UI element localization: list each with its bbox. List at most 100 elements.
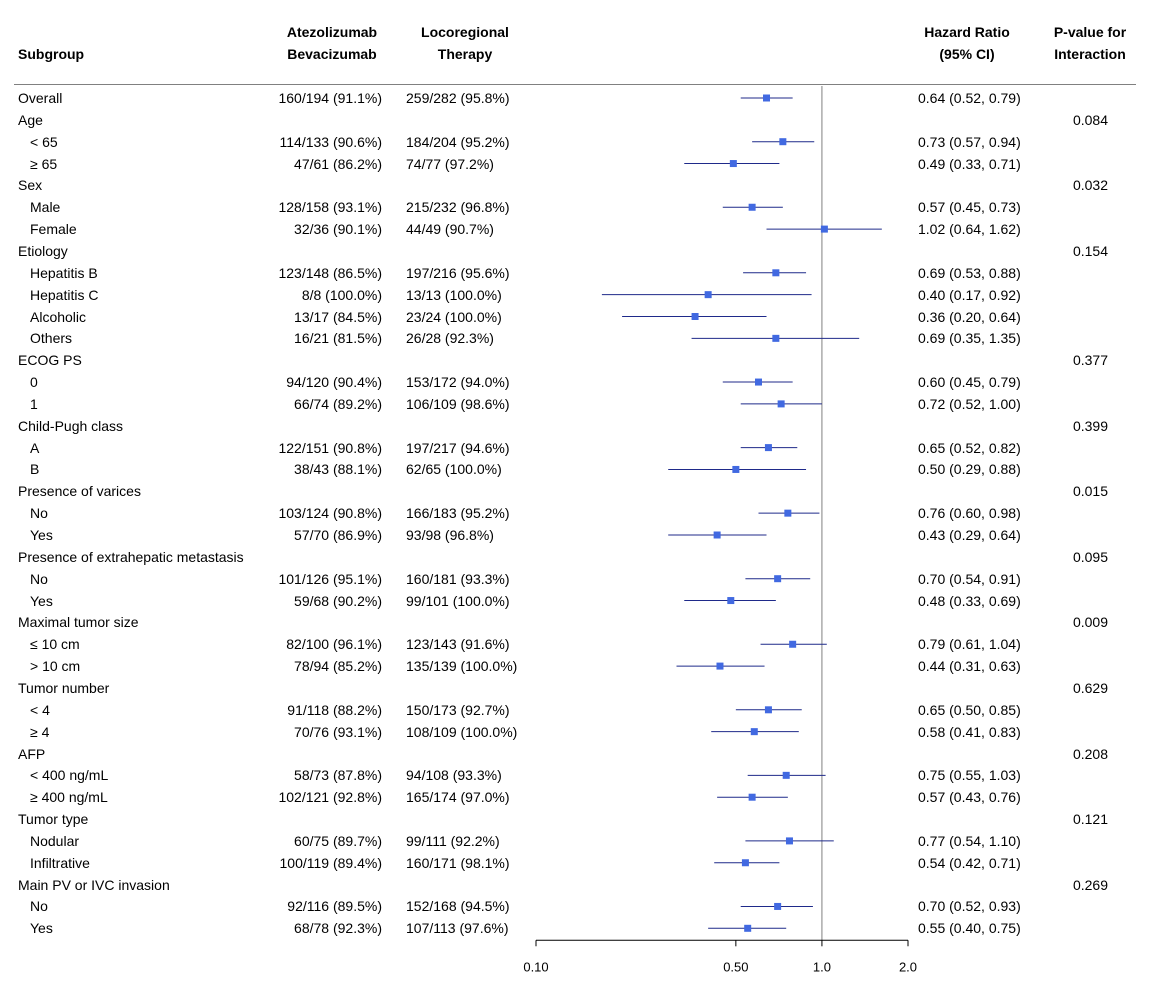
subgroup-label: Tumor number bbox=[18, 679, 110, 696]
hr-point-marker bbox=[777, 400, 785, 408]
subgroup-header-row: Child-Pugh class 0.399 bbox=[0, 415, 1154, 437]
locoregional-count: 259/282 (95.8%) bbox=[406, 90, 510, 106]
subgroup-label: B bbox=[30, 461, 40, 478]
subgroup-header-row: Etiology 0.154 bbox=[0, 240, 1154, 262]
subgroup-label: Tumor type bbox=[18, 811, 89, 828]
header-atezolizumab-line1: Atezolizumab bbox=[286, 24, 378, 40]
hazard-ratio-text: 0.48 (0.33, 0.69) bbox=[918, 592, 1021, 609]
hazard-ratio-text: 0.60 (0.45, 0.79) bbox=[918, 374, 1021, 391]
subgroup-label: Maximal tumor size bbox=[18, 614, 139, 631]
header-locoregional-line1: Locoregional bbox=[421, 24, 509, 40]
subgroup-label: Yes bbox=[30, 592, 53, 609]
atezolizumab-count: 114/133 (90.6%) bbox=[279, 133, 382, 150]
table-row: B 38/43 (88.1%) 62/65 (100.0%) 0.50 (0.29, … bbox=[0, 458, 1154, 480]
atezolizumab-count: 8/8 (100.0%) bbox=[301, 286, 382, 303]
x-tick-label: 0.50 bbox=[723, 959, 748, 974]
locoregional-count: 135/139 (100.0%) bbox=[406, 658, 518, 675]
p-value-interaction: 0.015 bbox=[1072, 483, 1108, 500]
hr-point-marker bbox=[732, 465, 740, 473]
atezolizumab-count: 13/17 (84.5%) bbox=[294, 308, 382, 325]
hr-point-marker bbox=[785, 837, 793, 845]
p-value-interaction: 0.399 bbox=[1072, 417, 1108, 434]
hazard-ratio-text: 0.76 (0.60, 0.98) bbox=[918, 505, 1021, 522]
hazard-ratio-text: 0.40 (0.17, 0.92) bbox=[918, 286, 1021, 303]
hazard-ratio-text: 0.70 (0.54, 0.91) bbox=[918, 570, 1021, 587]
subgroup-label: < 65 bbox=[30, 133, 58, 150]
hr-point-marker bbox=[748, 793, 756, 801]
x-tick-label: 1.0 bbox=[813, 959, 831, 974]
hr-point-marker bbox=[744, 924, 752, 932]
p-value-interaction: 0.154 bbox=[1072, 242, 1108, 259]
subgroup-label: < 400 ng/mL bbox=[30, 767, 109, 784]
table-row: ≥ 65 47/61 (86.2%) 74/77 (97.2%) 0.49 (0.33… bbox=[0, 153, 1154, 175]
table-row: Infiltrative 100/119 (89.4%) 160/171 (98.1… bbox=[0, 852, 1154, 874]
subgroup-label: Hepatitis B bbox=[30, 264, 98, 281]
p-value-interaction: 0.377 bbox=[1072, 352, 1108, 369]
subgroup-label: Sex bbox=[18, 177, 43, 194]
atezolizumab-count: 68/78 (92.3%) bbox=[294, 920, 382, 937]
locoregional-count: 107/113 (97.6%) bbox=[406, 920, 509, 937]
hr-point-marker bbox=[779, 138, 787, 146]
hazard-ratio-text: 0.54 (0.42, 0.71) bbox=[918, 854, 1021, 871]
hr-point-marker bbox=[772, 269, 780, 277]
subgroup-label: Presence of extrahepatic metastasis bbox=[18, 548, 244, 565]
table-row: Overall 160/194 (91.1%) 259/282 (95.8%) 0.6… bbox=[0, 87, 1154, 109]
header-hazard-ratio: Hazard Ratio (95% CI) bbox=[902, 21, 1032, 65]
hr-point-marker bbox=[763, 94, 771, 102]
locoregional-count: 26/28 (92.3%) bbox=[406, 330, 494, 347]
header-locoregional: Locoregional Therapy bbox=[400, 21, 530, 65]
subgroup-label: ≥ 4 bbox=[30, 723, 50, 740]
hr-point-marker bbox=[789, 640, 797, 648]
table-row: Male 128/158 (93.1%) 215/232 (96.8%) 0.57 (… bbox=[0, 196, 1154, 218]
table-row: No 101/126 (95.1%) 160/181 (93.3%) 0.70 (0.… bbox=[0, 568, 1154, 590]
hazard-ratio-text: 0.43 (0.29, 0.64) bbox=[918, 527, 1021, 543]
table-row: Yes 68/78 (92.3%) 107/113 (97.6%) 0.55 (0.4… bbox=[0, 917, 1154, 939]
atezolizumab-count: 57/70 (86.9%) bbox=[294, 527, 382, 543]
hr-point-marker bbox=[691, 313, 699, 320]
subgroup-header-row: AFP 0.208 bbox=[0, 743, 1154, 765]
table-row: Nodular 60/75 (89.7%) 99/111 (92.2%) 0.77 (… bbox=[0, 830, 1154, 852]
locoregional-count: 74/77 (97.2%) bbox=[406, 155, 494, 172]
subgroup-label: Age bbox=[18, 111, 43, 128]
subgroup-label: AFP bbox=[18, 745, 46, 762]
table-row: Yes 59/68 (90.2%) 99/101 (100.0%) 0.48 (0.3… bbox=[0, 590, 1154, 612]
subgroup-label: Male bbox=[30, 199, 61, 216]
subgroup-header-row: Tumor number 0.629 bbox=[0, 677, 1154, 699]
hr-point-marker bbox=[704, 291, 712, 299]
hazard-ratio-text: 0.57 (0.45, 0.73) bbox=[918, 199, 1021, 216]
locoregional-count: 94/108 (93.3%) bbox=[406, 767, 502, 784]
atezolizumab-count: 78/94 (85.2%) bbox=[294, 658, 382, 675]
locoregional-count: 62/65 (100.0%) bbox=[406, 461, 502, 478]
hazard-ratio-text: 0.70 (0.52, 0.93) bbox=[918, 898, 1021, 915]
atezolizumab-count: 100/119 (89.4%) bbox=[279, 854, 382, 871]
subgroup-header-row: Presence of varices 0.015 bbox=[0, 480, 1154, 502]
hazard-ratio-text: 0.57 (0.43, 0.76) bbox=[918, 789, 1021, 806]
hr-point-marker bbox=[774, 575, 782, 583]
locoregional-count: 197/216 (95.6%) bbox=[406, 264, 510, 281]
hr-point-marker bbox=[772, 334, 780, 342]
subgroup-label: < 4 bbox=[30, 701, 50, 718]
subgroup-header-row: Maximal tumor size 0.009 bbox=[0, 611, 1154, 633]
hazard-ratio-text: 0.64 (0.52, 0.79) bbox=[918, 90, 1021, 106]
table-row: Female 32/36 (90.1%) 44/49 (90.7%) 1.02 (0.… bbox=[0, 218, 1154, 240]
p-value-interaction: 0.084 bbox=[1072, 111, 1108, 128]
hr-point-marker bbox=[784, 509, 792, 517]
hr-point-marker bbox=[764, 706, 772, 714]
subgroup-label: Hepatitis C bbox=[30, 286, 99, 303]
locoregional-count: 166/183 (95.2%) bbox=[406, 505, 510, 522]
hazard-ratio-text: 0.77 (0.54, 1.10) bbox=[918, 832, 1021, 849]
header-p-value-line2: Interaction bbox=[1054, 46, 1126, 62]
atezolizumab-count: 16/21 (81.5%) bbox=[294, 330, 382, 347]
hr-point-marker bbox=[782, 771, 790, 779]
hazard-ratio-text: 0.75 (0.55, 1.03) bbox=[918, 767, 1021, 784]
p-value-interaction: 0.121 bbox=[1072, 811, 1108, 828]
table-row: No 92/116 (89.5%) 152/168 (94.5%) 0.70 (0.5… bbox=[0, 895, 1154, 917]
atezolizumab-count: 122/151 (90.8%) bbox=[278, 439, 382, 456]
atezolizumab-count: 47/61 (86.2%) bbox=[294, 155, 382, 172]
atezolizumab-count: 94/120 (90.4%) bbox=[286, 374, 382, 391]
hr-point-marker bbox=[820, 225, 828, 233]
x-tick-label: 0.10 bbox=[523, 959, 548, 974]
atezolizumab-count: 70/76 (93.1%) bbox=[294, 723, 382, 740]
hr-point-marker bbox=[741, 859, 749, 867]
hr-point-marker bbox=[716, 662, 724, 670]
